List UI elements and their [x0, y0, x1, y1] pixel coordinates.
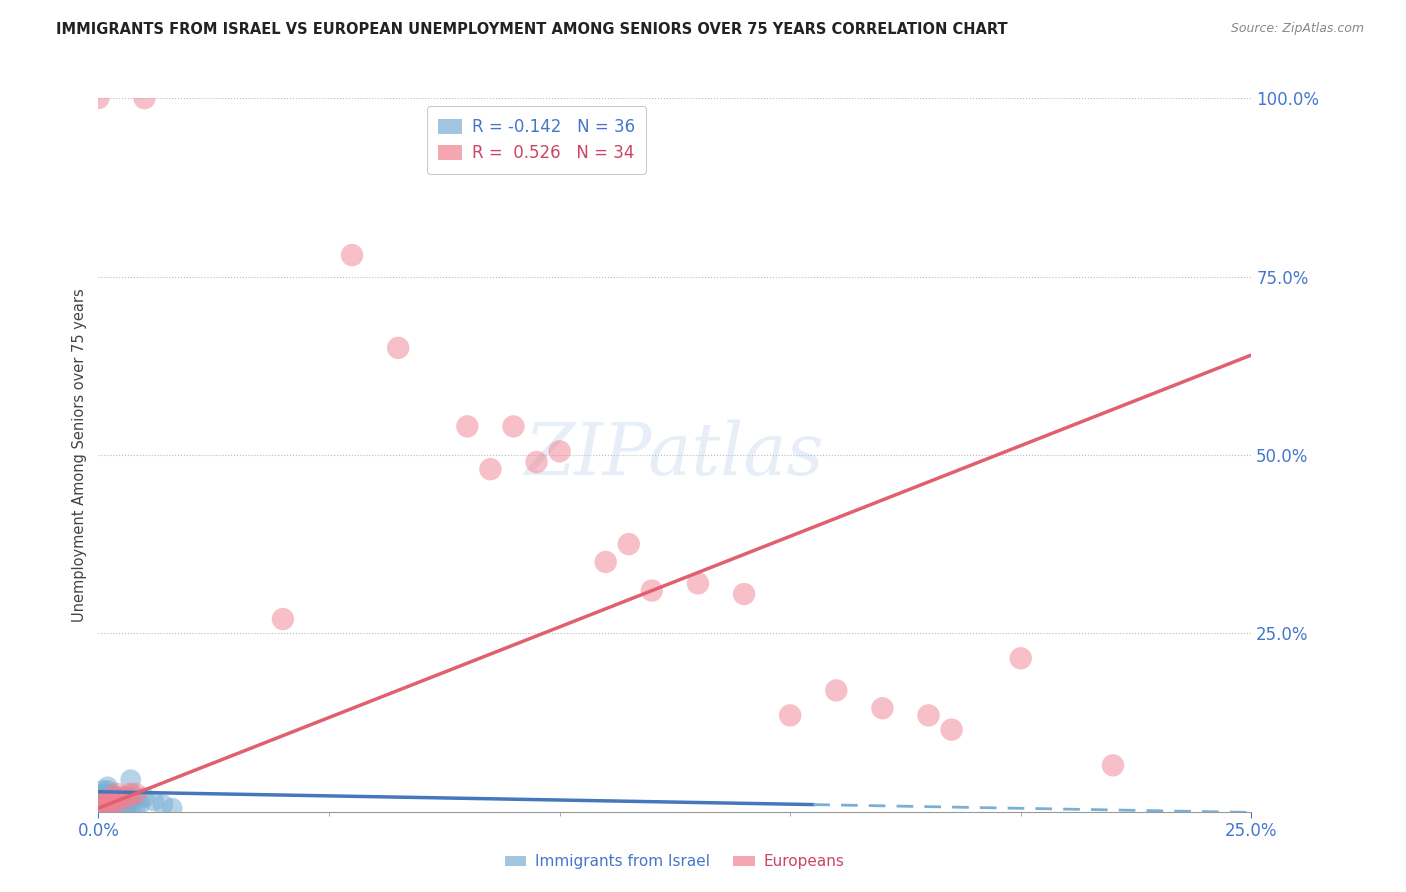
Point — [1102, 758, 1125, 772]
Point — [115, 790, 138, 805]
Point — [617, 537, 640, 551]
Point — [97, 787, 120, 801]
Point — [101, 787, 124, 801]
Point — [110, 790, 132, 805]
Text: IMMIGRANTS FROM ISRAEL VS EUROPEAN UNEMPLOYMENT AMONG SENIORS OVER 75 YEARS CORR: IMMIGRANTS FROM ISRAEL VS EUROPEAN UNEMP… — [56, 22, 1008, 37]
Point — [101, 790, 124, 805]
Point — [91, 797, 114, 812]
Point — [134, 91, 156, 105]
Point — [110, 794, 132, 808]
Point — [105, 801, 128, 815]
Text: ZIPatlas: ZIPatlas — [524, 419, 825, 491]
Point — [340, 248, 363, 262]
Point — [120, 801, 142, 815]
Point — [105, 794, 128, 808]
Point — [105, 794, 128, 808]
Point — [91, 794, 114, 808]
Point — [152, 797, 174, 812]
Point — [124, 790, 146, 805]
Point — [124, 787, 146, 801]
Point — [733, 587, 755, 601]
Point — [779, 708, 801, 723]
Point — [502, 419, 524, 434]
Point — [526, 455, 548, 469]
Point — [124, 801, 146, 815]
Point — [872, 701, 894, 715]
Point — [129, 797, 152, 812]
Point — [97, 780, 120, 794]
Point — [825, 683, 848, 698]
Text: Source: ZipAtlas.com: Source: ZipAtlas.com — [1230, 22, 1364, 36]
Point — [97, 794, 120, 808]
Point — [97, 790, 120, 805]
Point — [941, 723, 963, 737]
Point — [387, 341, 409, 355]
Point — [134, 790, 156, 805]
Point — [120, 787, 142, 801]
Point — [101, 797, 124, 812]
Point — [101, 801, 124, 815]
Point — [115, 794, 138, 808]
Point — [97, 797, 120, 812]
Point — [91, 790, 114, 805]
Point — [1010, 651, 1032, 665]
Point — [917, 708, 939, 723]
Point — [115, 797, 138, 812]
Point — [271, 612, 294, 626]
Point — [91, 797, 114, 812]
Y-axis label: Unemployment Among Seniors over 75 years: Unemployment Among Seniors over 75 years — [72, 288, 87, 622]
Point — [142, 794, 165, 808]
Point — [686, 576, 709, 591]
Point — [101, 794, 124, 808]
Point — [160, 801, 183, 815]
Point — [110, 801, 132, 815]
Point — [641, 583, 664, 598]
Point — [456, 419, 478, 434]
Point — [110, 797, 132, 812]
Point — [91, 794, 114, 808]
Point — [105, 790, 128, 805]
Point — [479, 462, 502, 476]
Point — [548, 444, 571, 458]
Point — [91, 783, 114, 797]
Point — [595, 555, 617, 569]
Point — [115, 801, 138, 815]
Point — [105, 787, 128, 801]
Point — [120, 772, 142, 787]
Point — [97, 783, 120, 797]
Point — [97, 801, 120, 815]
Point — [101, 790, 124, 805]
Point — [91, 787, 114, 801]
Point — [97, 794, 120, 808]
Point — [97, 797, 120, 812]
Point — [105, 797, 128, 812]
Point — [101, 797, 124, 812]
Legend: Immigrants from Israel, Europeans: Immigrants from Israel, Europeans — [499, 848, 851, 875]
Point — [87, 91, 110, 105]
